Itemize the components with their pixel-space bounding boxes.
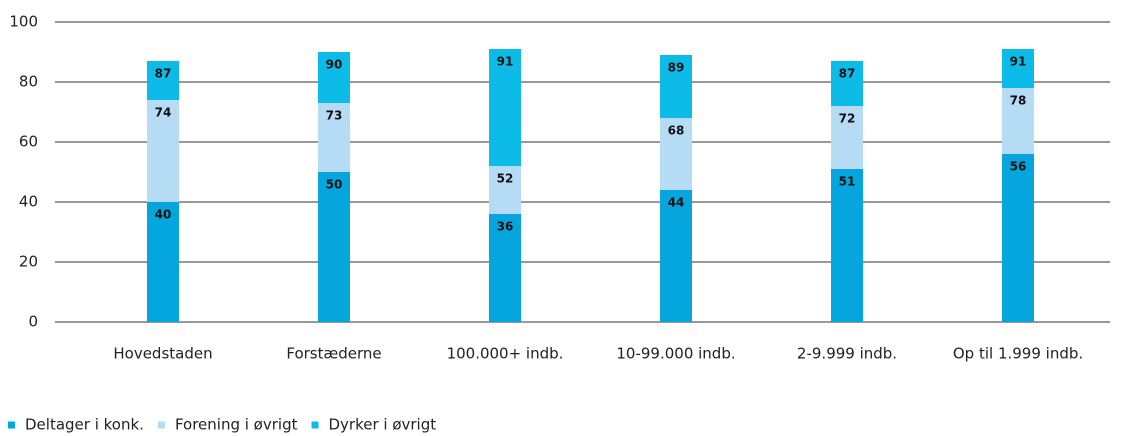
bar (831, 169, 863, 322)
data-label: 51 (839, 175, 856, 189)
bar (489, 214, 521, 322)
x-tick-label: 10-99.000 indb. (616, 345, 735, 363)
data-label: 72 (839, 112, 856, 126)
x-tick-label: 100.000+ indb. (447, 345, 564, 363)
data-label: 56 (1010, 160, 1027, 174)
data-label: 87 (155, 67, 172, 81)
legend-label: Dyrker i øvrigt (328, 416, 436, 434)
data-label: 90 (326, 58, 343, 72)
data-label: 87 (839, 67, 856, 81)
data-label: 44 (668, 196, 685, 210)
legend-swatch (311, 421, 319, 429)
data-label: 78 (1010, 94, 1027, 108)
y-tick-label: 20 (19, 253, 38, 271)
bar (660, 190, 692, 322)
data-label: 73 (326, 109, 343, 123)
data-label: 50 (326, 178, 343, 192)
bar (1002, 154, 1034, 322)
y-tick-label: 100 (9, 13, 38, 31)
legend-swatch (8, 421, 15, 429)
y-tick-label: 80 (19, 73, 38, 91)
x-tick-label: 2-9.999 indb. (797, 345, 897, 363)
legend-label: Deltager i konk. (25, 416, 144, 434)
data-label: 68 (668, 124, 685, 138)
bar (147, 202, 179, 322)
bar (318, 172, 350, 322)
data-label: 52 (497, 172, 514, 186)
data-label: 91 (1010, 55, 1027, 69)
data-label: 40 (155, 208, 172, 222)
y-tick-label: 0 (28, 313, 38, 331)
legend-swatch (157, 421, 165, 429)
data-label: 89 (668, 61, 685, 75)
data-label: 36 (497, 220, 514, 234)
data-label: 91 (497, 55, 514, 69)
y-tick-label: 40 (19, 193, 38, 211)
x-tick-label: Op til 1.999 indb. (953, 345, 1083, 363)
x-tick-label: Hovedstaden (113, 345, 212, 363)
data-label: 74 (155, 106, 172, 120)
x-tick-label: Forstæderne (286, 345, 381, 363)
y-tick-label: 60 (19, 133, 38, 151)
legend-label: Forening i øvrigt (175, 416, 298, 434)
